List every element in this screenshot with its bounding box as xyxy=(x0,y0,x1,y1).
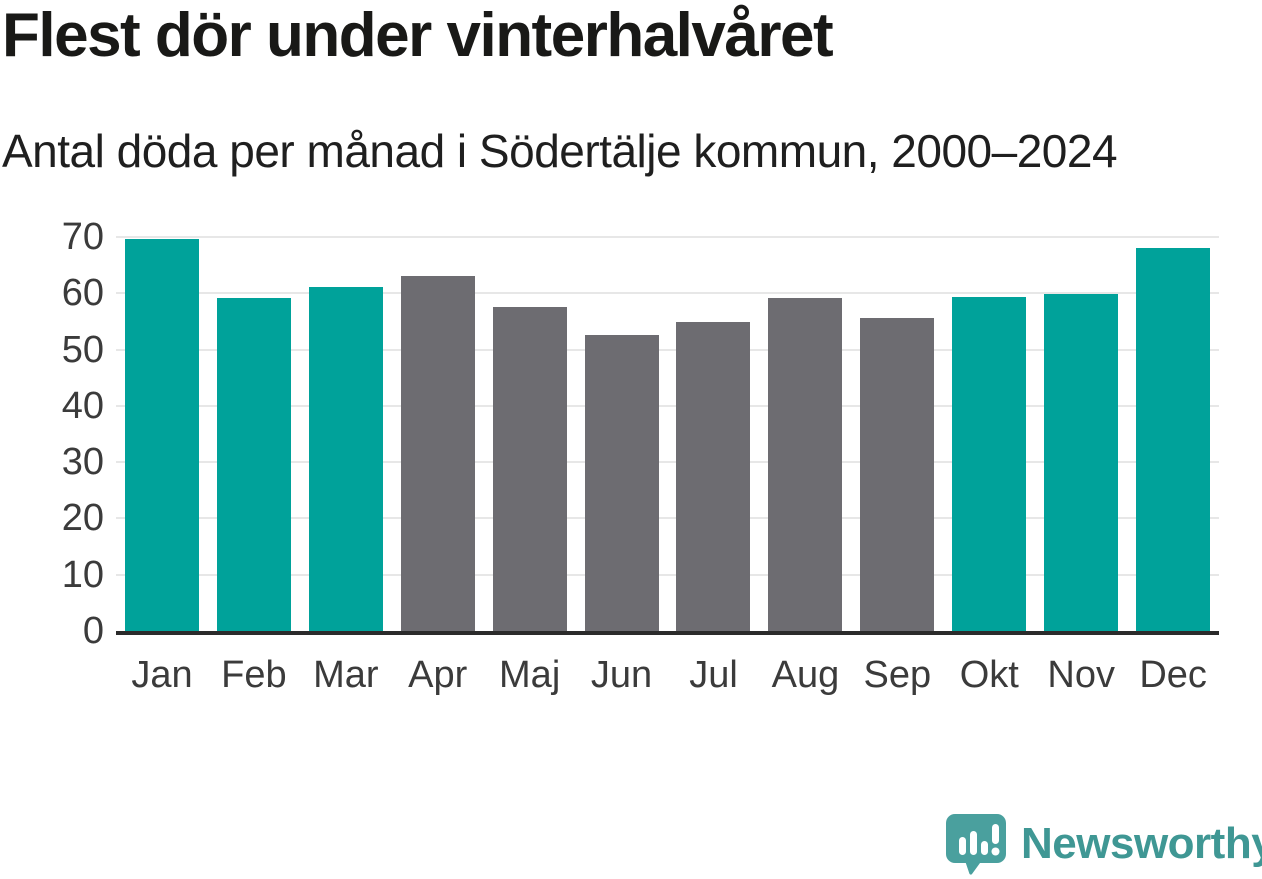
bar-apr xyxy=(400,276,475,631)
gridline-50 xyxy=(116,348,1219,351)
x-label-apr: Apr xyxy=(408,654,468,696)
y-tick-0: 0 xyxy=(82,610,104,652)
y-tick-50: 50 xyxy=(61,328,104,371)
x-label-okt: Okt xyxy=(959,654,1019,696)
x-axis-labels: Jan Feb Mar Apr Maj Jun Jul Aug Sep Okt Nov Dec xyxy=(116,652,1219,698)
bar-dec xyxy=(1136,248,1211,631)
y-axis-labels: 0 10 20 30 40 50 60 70 xyxy=(0,216,104,652)
y-tick-70: 70 xyxy=(61,216,104,258)
bar-jun xyxy=(584,334,659,631)
newsworthy-logo: Newsworthy xyxy=(945,813,1262,875)
gridline-40 xyxy=(116,404,1219,407)
x-label-dec: Dec xyxy=(1139,654,1207,696)
bar-okt xyxy=(952,296,1027,631)
gridline-20 xyxy=(116,517,1219,520)
bar-mar xyxy=(308,287,383,631)
x-label-jan: Jan xyxy=(131,654,193,696)
x-label-jul: Jul xyxy=(689,654,738,696)
gridline-10 xyxy=(116,573,1219,576)
x-label-sep: Sep xyxy=(863,654,932,696)
x-label-maj: Maj xyxy=(499,654,561,696)
gridline-70 xyxy=(116,236,1219,238)
y-tick-10: 10 xyxy=(61,553,104,596)
gridline-30 xyxy=(116,461,1219,464)
newsworthy-bubble-chart-icon xyxy=(945,813,1007,875)
y-tick-40: 40 xyxy=(61,384,104,427)
y-tick-60: 60 xyxy=(61,272,104,315)
x-label-aug: Aug xyxy=(771,654,840,696)
chart-subtitle: Antal döda per månad i Södertälje kommun… xyxy=(2,125,1118,177)
y-tick-30: 30 xyxy=(61,441,104,484)
x-label-mar: Mar xyxy=(313,654,379,696)
bar-feb xyxy=(216,297,291,631)
bar-maj xyxy=(492,307,567,631)
bar-sep xyxy=(860,317,935,631)
gridline-60 xyxy=(116,292,1219,295)
bar-nov xyxy=(1044,293,1119,631)
newsworthy-wordmark: Newsworthy xyxy=(1021,819,1262,868)
x-label-nov: Nov xyxy=(1047,654,1115,696)
bar-jan xyxy=(124,239,199,631)
y-tick-20: 20 xyxy=(61,497,104,540)
bar-aug xyxy=(768,298,843,631)
bar-jul xyxy=(676,322,751,631)
x-axis-line xyxy=(116,631,1219,635)
x-label-jun: Jun xyxy=(590,654,653,696)
plot-area xyxy=(116,236,1219,635)
chart-title: Flest dör under vinterhalvåret xyxy=(2,1,834,70)
x-label-feb: Feb xyxy=(221,654,287,696)
